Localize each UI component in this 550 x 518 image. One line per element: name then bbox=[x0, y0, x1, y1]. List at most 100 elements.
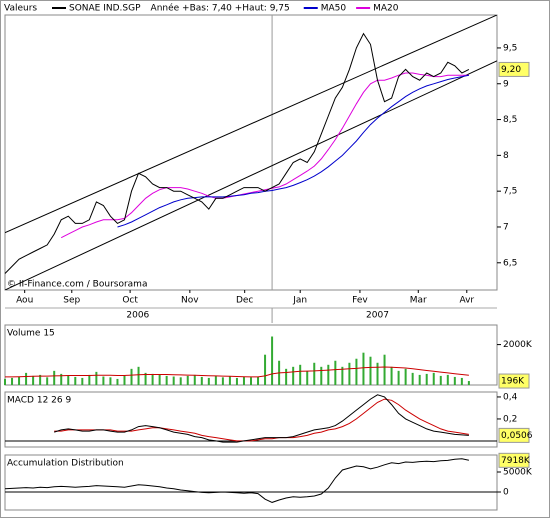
last-value-label: 7918K bbox=[501, 456, 531, 466]
y-tick-label: 0,4 bbox=[503, 392, 518, 402]
legend-label: MA20 bbox=[373, 4, 399, 14]
volume-bar bbox=[439, 375, 442, 385]
panel-title: Volume 15 bbox=[7, 329, 55, 339]
volume-bar bbox=[4, 378, 6, 385]
volume-bar bbox=[460, 377, 463, 385]
volume-bar bbox=[74, 376, 77, 385]
volume-bar bbox=[193, 374, 196, 385]
volume-bar bbox=[144, 372, 147, 385]
x-tick-label: Fev bbox=[352, 296, 368, 306]
volume-bar bbox=[25, 372, 28, 385]
series-line bbox=[54, 394, 469, 443]
volume-bar bbox=[418, 374, 421, 385]
y-tick-label: 9 bbox=[503, 79, 509, 89]
volume-bar bbox=[320, 366, 323, 385]
panel bbox=[4, 391, 498, 448]
volume-bar bbox=[362, 352, 365, 385]
series-line bbox=[117, 74, 469, 228]
volume-bar bbox=[411, 372, 414, 385]
volume-bar bbox=[250, 377, 252, 385]
volume-bar bbox=[404, 368, 407, 385]
volume-bar bbox=[348, 362, 351, 385]
volume-bar bbox=[88, 374, 91, 385]
volume-bar bbox=[235, 377, 238, 385]
volume-bar bbox=[151, 373, 154, 385]
volume-bar bbox=[32, 375, 35, 385]
y-tick-label: 7,5 bbox=[503, 187, 517, 197]
volume-bar bbox=[341, 366, 344, 385]
x-tick-label: Mar bbox=[410, 296, 427, 306]
volume-bar bbox=[285, 368, 288, 385]
panel-title: MACD 12 26 9 bbox=[7, 396, 71, 406]
volume-bar bbox=[60, 373, 63, 385]
volume-bar bbox=[186, 375, 189, 385]
volume-bar bbox=[264, 354, 267, 385]
volume-bar bbox=[207, 377, 210, 385]
last-value-label: 9,20 bbox=[501, 65, 521, 75]
series-line bbox=[4, 32, 470, 274]
volume-bar bbox=[39, 374, 42, 385]
volume-bar bbox=[369, 356, 372, 385]
legend-label: SONAE IND.SGP bbox=[69, 4, 141, 14]
x-tick-label: Avr bbox=[459, 296, 474, 306]
volume-bar bbox=[116, 378, 119, 385]
volume-bar bbox=[327, 364, 330, 385]
volume-bar bbox=[46, 377, 49, 385]
x-tick-label: Oct bbox=[122, 296, 138, 306]
volume-bar bbox=[81, 377, 84, 385]
last-value-box bbox=[498, 452, 530, 468]
volume-bar bbox=[355, 358, 358, 385]
year-label: 2006 bbox=[126, 311, 149, 321]
last-value-box bbox=[498, 373, 530, 389]
volume-bar bbox=[228, 376, 231, 385]
x-tick-label: Dec bbox=[236, 296, 253, 306]
volume-bar bbox=[299, 364, 302, 385]
volume-bar bbox=[214, 375, 217, 385]
volume-bar bbox=[18, 376, 21, 385]
y-tick-label: 9,5 bbox=[503, 43, 517, 53]
source-note: © II-Finance.com / Boursorama bbox=[7, 280, 147, 290]
volume-bar bbox=[130, 368, 133, 385]
volume-bar bbox=[292, 366, 295, 385]
volume-bar bbox=[467, 381, 470, 385]
volume-bar bbox=[397, 370, 400, 385]
volume-bar bbox=[53, 370, 56, 385]
volume-bar bbox=[67, 375, 70, 385]
panel bbox=[4, 324, 498, 386]
volume-bar bbox=[123, 375, 126, 385]
volume-bar bbox=[334, 360, 337, 385]
volume-bar bbox=[306, 370, 309, 385]
volume-bar bbox=[221, 377, 224, 385]
panel bbox=[4, 14, 498, 291]
year-label: 2007 bbox=[366, 311, 389, 321]
y-tick-label: 0,2 bbox=[503, 414, 517, 424]
last-value-box bbox=[498, 427, 530, 443]
last-value-label: 196K bbox=[501, 377, 525, 387]
legend-label: MA50 bbox=[321, 4, 347, 14]
volume-bar bbox=[11, 377, 14, 385]
panel-title: Accumulation Distribution bbox=[7, 459, 124, 469]
volume-bar bbox=[425, 373, 428, 385]
y-tick-label: 8 bbox=[503, 151, 509, 161]
x-tick-label: Nov bbox=[181, 296, 199, 306]
y-tick-label: 2000K bbox=[503, 340, 533, 350]
last-value-label: 0,0506 bbox=[501, 431, 533, 441]
y-tick-label: 7 bbox=[503, 222, 509, 232]
y-tick-label: 5000K bbox=[503, 468, 533, 478]
volume-bar bbox=[172, 376, 175, 385]
volume-bar bbox=[271, 336, 274, 385]
volume-bar bbox=[376, 362, 379, 385]
volume-bar bbox=[179, 377, 182, 385]
y-tick-label: 8,5 bbox=[503, 115, 517, 125]
trend-channel bbox=[5, 60, 497, 290]
volume-bar bbox=[158, 374, 161, 385]
volume-bar bbox=[95, 371, 98, 385]
volume-bar bbox=[109, 377, 112, 385]
volume-bar bbox=[200, 376, 203, 385]
trend-channel bbox=[5, 15, 497, 234]
x-tick-label: Jan bbox=[292, 296, 307, 306]
series-line bbox=[54, 398, 469, 442]
series-line bbox=[4, 458, 470, 503]
volume-bar bbox=[453, 376, 456, 385]
